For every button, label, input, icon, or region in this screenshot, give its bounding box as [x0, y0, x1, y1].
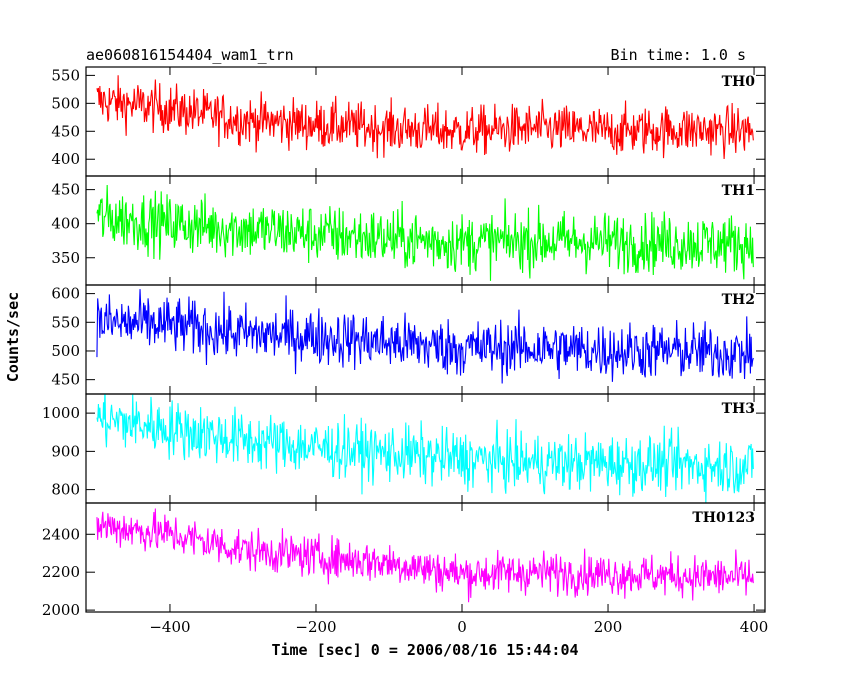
panel-th0: 400 450 500 550 TH0	[51, 66, 766, 177]
x-tick-label: 200	[594, 618, 623, 636]
y-tick-label: 500	[51, 94, 80, 112]
series-line-th3	[96, 394, 754, 503]
y-tick-label: 350	[51, 249, 80, 267]
y-tick-label: 450	[51, 181, 80, 199]
y-tick-label: 400	[51, 215, 80, 233]
panel-th0123: 2000 2200 2400 TH0123	[42, 502, 766, 619]
series-line-th1	[96, 185, 754, 281]
bin-time-label: Bin time: 1.0 s	[611, 46, 746, 64]
panel-frame	[85, 175, 766, 286]
y-tick-label: 2200	[42, 563, 80, 581]
panel-th3: 800 900 1000 TH3	[42, 393, 766, 504]
y-tick-label: 500	[51, 342, 80, 360]
series-line-th2	[96, 289, 754, 384]
y-tick-label: 600	[51, 285, 80, 303]
panel-name-label: TH1	[722, 183, 755, 199]
x-tick-label: 400	[740, 618, 769, 636]
x-axis: −400 −200 0 200 400	[149, 618, 768, 636]
panel-name-label: TH0	[722, 74, 756, 90]
chart-title: ae060816154404_wam1_trn	[86, 46, 294, 64]
panel-th1: 350 400 450 TH1	[51, 175, 766, 286]
panels-group: 400 450 500 550 TH0 350 400 450 TH1 450 500 550 600 T…	[42, 66, 766, 619]
x-axis-label: Time [sec] 0 = 2006/08/16 15:44:04	[271, 641, 578, 659]
panel-th2: 450 500 550 600 TH2	[51, 284, 766, 395]
y-tick-label: 800	[51, 481, 80, 499]
y-tick-label: 2000	[42, 601, 80, 619]
series-line-th0	[96, 75, 754, 159]
y-axis-label: Counts/sec	[4, 292, 22, 382]
x-tick-label: 0	[457, 618, 467, 636]
series-line-th0123	[96, 508, 754, 603]
panel-frame	[85, 502, 766, 613]
y-tick-label: 2400	[42, 525, 80, 543]
x-tick-label: −400	[149, 618, 190, 636]
x-tick-label: −200	[295, 618, 336, 636]
panel-frame	[85, 393, 766, 504]
panel-name-label: TH2	[722, 292, 755, 308]
y-tick-label: 400	[51, 150, 80, 168]
y-tick-label: 450	[51, 371, 80, 389]
y-tick-label: 450	[51, 122, 80, 140]
y-tick-label: 900	[51, 442, 80, 460]
y-tick-label: 550	[51, 66, 80, 84]
y-tick-label: 550	[51, 313, 80, 331]
panel-name-label: TH3	[722, 401, 755, 417]
panel-name-label: TH0123	[692, 510, 755, 526]
y-tick-label: 1000	[42, 404, 80, 422]
